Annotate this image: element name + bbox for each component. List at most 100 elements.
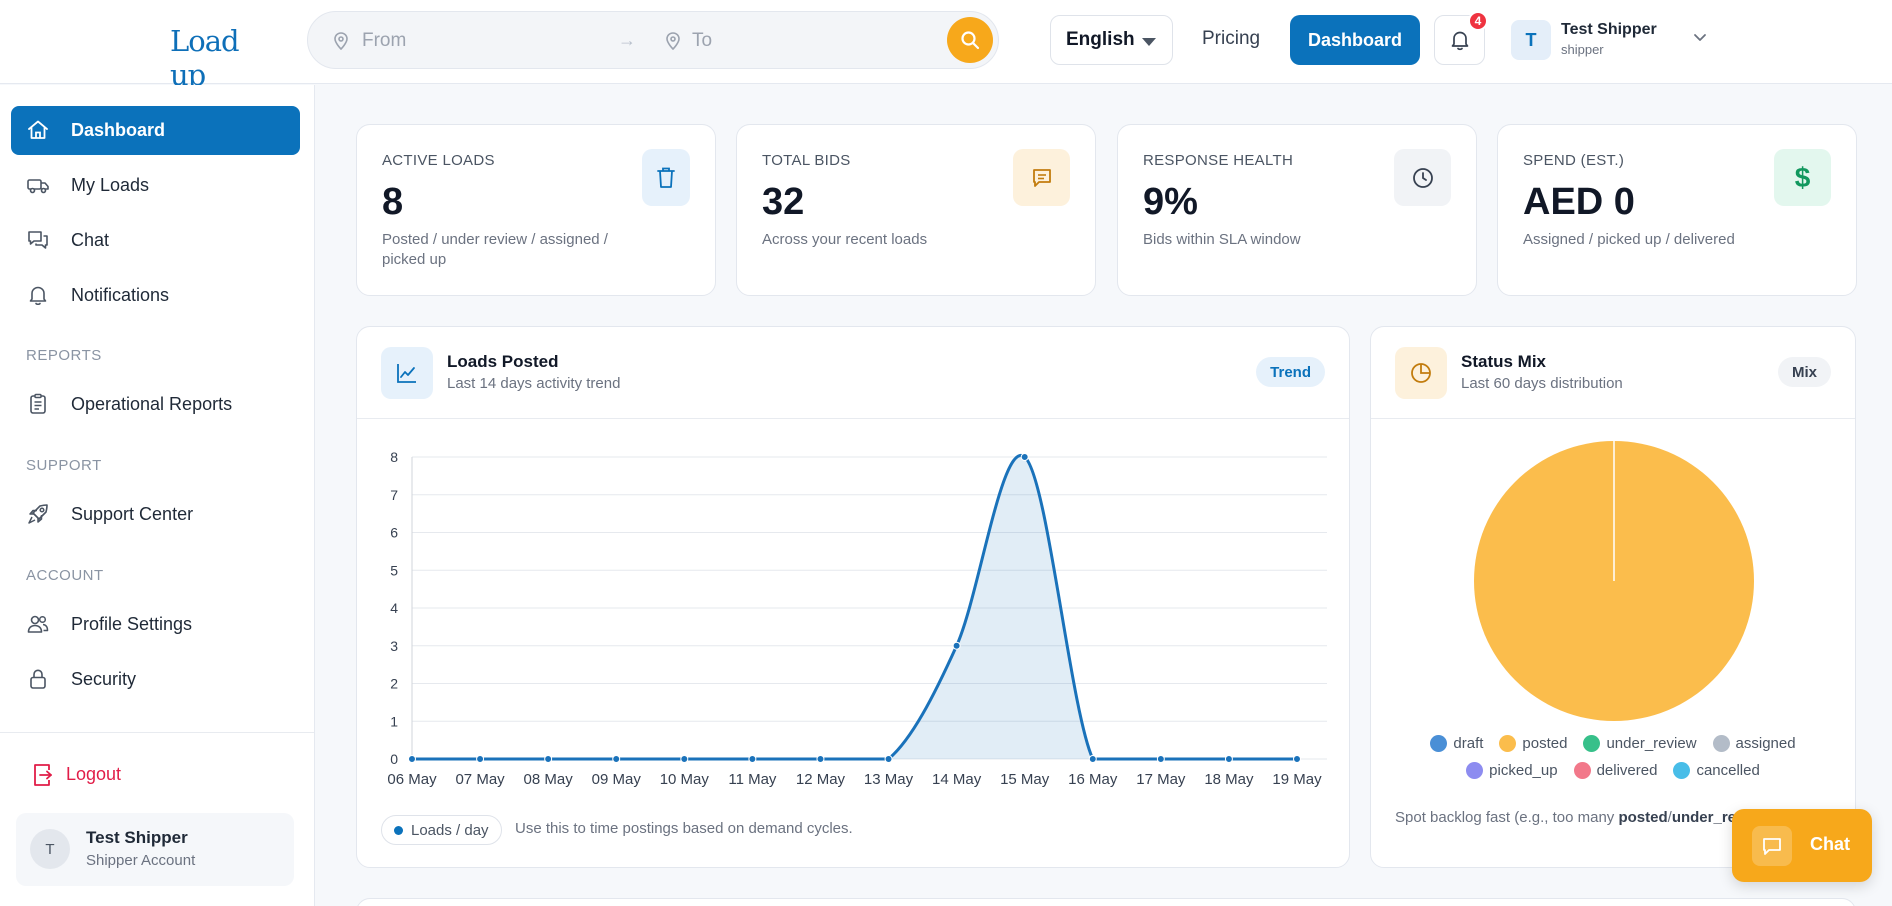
x-tick-label: 06 May bbox=[387, 771, 437, 788]
data-point[interactable] bbox=[1020, 453, 1029, 461]
data-point[interactable] bbox=[1156, 755, 1165, 763]
mix-note: Spot backlog fast (e.g., too many posted… bbox=[1395, 809, 1736, 826]
sidebar-item-support-center[interactable]: Support Center bbox=[11, 490, 300, 539]
pie-legend-item[interactable]: delivered bbox=[1573, 762, 1658, 779]
pricing-link[interactable]: Pricing bbox=[1202, 28, 1261, 49]
x-tick-label: 12 May bbox=[796, 771, 846, 788]
status-mix-panel: Status Mix Last 60 days distribution Mix… bbox=[1370, 326, 1856, 868]
dollar-icon: $ bbox=[1794, 161, 1811, 193]
sidebar-item-operational-reports[interactable]: Operational Reports bbox=[11, 380, 300, 429]
trash-icon bbox=[657, 167, 675, 188]
legend-label: posted bbox=[1522, 735, 1568, 752]
lock-icon bbox=[30, 669, 46, 689]
pie-legend-item[interactable]: cancelled bbox=[1673, 762, 1760, 779]
x-tick-label: 16 May bbox=[1068, 771, 1118, 788]
stat-value: 32 bbox=[762, 181, 805, 223]
language-select[interactable]: English bbox=[1050, 15, 1173, 65]
x-tick-label: 17 May bbox=[1136, 771, 1186, 788]
data-point[interactable] bbox=[1293, 755, 1301, 763]
pie-legend-item[interactable]: picked_up bbox=[1466, 762, 1558, 779]
data-point[interactable] bbox=[952, 641, 961, 650]
legend-swatch bbox=[1583, 735, 1601, 752]
to-input[interactable] bbox=[692, 26, 922, 56]
sidebar-item-security[interactable]: Security bbox=[11, 655, 300, 704]
from-input[interactable] bbox=[362, 26, 602, 56]
panel-divider bbox=[357, 418, 1349, 419]
sidebar-item-label: Support Center bbox=[71, 504, 194, 524]
y-tick-label: 4 bbox=[390, 600, 398, 616]
pie-legend-item[interactable]: posted bbox=[1499, 735, 1567, 752]
stat-title: RESPONSE HEALTH bbox=[1143, 152, 1294, 169]
language-value: English bbox=[1066, 29, 1135, 50]
data-point[interactable] bbox=[816, 755, 825, 763]
stat-title: SPEND (EST.) bbox=[1523, 152, 1625, 169]
pie-chart-icon bbox=[1411, 363, 1431, 383]
logout-icon bbox=[34, 764, 52, 786]
clock-icon bbox=[1412, 167, 1433, 188]
sidebar-item-dashboard[interactable]: Dashboard bbox=[11, 106, 300, 155]
stat-subtitle: Across your recent loads bbox=[762, 231, 928, 248]
dashboard-button[interactable]: Dashboard bbox=[1290, 15, 1420, 65]
stat-title: ACTIVE LOADS bbox=[382, 152, 495, 169]
data-point[interactable] bbox=[1088, 755, 1097, 763]
user-role: shipper bbox=[1561, 42, 1604, 57]
logout-button[interactable]: Logout bbox=[30, 762, 121, 793]
section-support-label: SUPPORT bbox=[26, 457, 102, 474]
data-point[interactable] bbox=[408, 755, 416, 763]
data-point[interactable] bbox=[1224, 755, 1233, 763]
y-tick-label: 7 bbox=[390, 487, 398, 503]
location-pin-icon bbox=[334, 32, 348, 50]
sidebar-item-profile-settings[interactable]: Profile Settings bbox=[11, 600, 300, 649]
x-tick-label: 08 May bbox=[524, 771, 574, 788]
y-tick-label: 5 bbox=[390, 562, 398, 578]
x-tick-label: 13 May bbox=[864, 771, 914, 788]
sidebar-user-role: Shipper Account bbox=[86, 852, 196, 869]
y-tick-label: 1 bbox=[390, 713, 398, 729]
panel-subtitle: Last 14 days activity trend bbox=[447, 375, 621, 392]
chevron-down-icon[interactable] bbox=[1692, 32, 1708, 44]
sidebar-user-card[interactable]: T Test Shipper Shipper Account bbox=[16, 813, 294, 886]
pie-legend-item[interactable]: draft bbox=[1430, 735, 1483, 752]
mix-note-sep: / bbox=[1667, 809, 1672, 826]
user-name[interactable]: Test Shipper bbox=[1561, 21, 1657, 38]
y-tick-label: 3 bbox=[390, 638, 398, 654]
data-point[interactable] bbox=[680, 755, 689, 763]
stat-subtitle: Bids within SLA window bbox=[1143, 231, 1301, 248]
sidebar: Dashboard My Loads Chat Notifications RE… bbox=[0, 85, 315, 906]
y-tick-label: 2 bbox=[390, 676, 398, 692]
panel-title: Status Mix bbox=[1461, 352, 1547, 371]
data-point[interactable] bbox=[544, 755, 553, 763]
stat-card-response-health: RESPONSE HEALTH 9% Bids within SLA windo… bbox=[1117, 124, 1477, 296]
section-reports-label: REPORTS bbox=[26, 347, 102, 364]
x-tick-label: 19 May bbox=[1272, 771, 1322, 788]
status-pie-chart bbox=[1474, 441, 1754, 721]
legend-label: delivered bbox=[1596, 762, 1658, 779]
next-card bbox=[356, 898, 1856, 906]
stat-card-spend: SPEND (EST.) AED 0 Assigned / picked up … bbox=[1497, 124, 1857, 296]
pie-legend-item[interactable]: under_review bbox=[1583, 735, 1697, 752]
x-tick-label: 18 May bbox=[1204, 771, 1254, 788]
notifications-button[interactable] bbox=[1434, 15, 1485, 65]
data-point[interactable] bbox=[748, 755, 757, 763]
sidebar-item-notifications[interactable]: Notifications bbox=[11, 271, 300, 320]
legend-label: picked_up bbox=[1489, 762, 1558, 779]
chat-fab-button[interactable]: Chat bbox=[1732, 809, 1872, 882]
sidebar-item-label: Chat bbox=[71, 230, 110, 250]
pie-legend-item[interactable]: assigned bbox=[1712, 735, 1796, 752]
section-account-label: ACCOUNT bbox=[26, 567, 104, 584]
loadup-logo[interactable]: Load up bbox=[170, 18, 256, 92]
data-point[interactable] bbox=[476, 755, 485, 763]
search-button[interactable] bbox=[947, 17, 993, 63]
sidebar-item-chat[interactable]: Chat bbox=[11, 216, 300, 265]
sidebar-item-my-loads[interactable]: My Loads bbox=[11, 161, 300, 210]
data-point[interactable] bbox=[612, 755, 621, 763]
user-avatar[interactable]: T bbox=[1511, 20, 1551, 60]
stat-subtitle: Posted / under review / assigned / picke… bbox=[382, 231, 608, 268]
chat-icon-box bbox=[1752, 826, 1792, 866]
stat-card-active-loads: ACTIVE LOADS 8 Posted / under review / a… bbox=[356, 124, 716, 296]
panel-subtitle: Last 60 days distribution bbox=[1461, 375, 1623, 392]
pie-legend-row: draft posted under_review assigned bbox=[1371, 735, 1855, 752]
data-point[interactable] bbox=[884, 755, 893, 763]
home-icon bbox=[28, 120, 48, 139]
sidebar-user-name: Test Shipper bbox=[86, 828, 188, 847]
